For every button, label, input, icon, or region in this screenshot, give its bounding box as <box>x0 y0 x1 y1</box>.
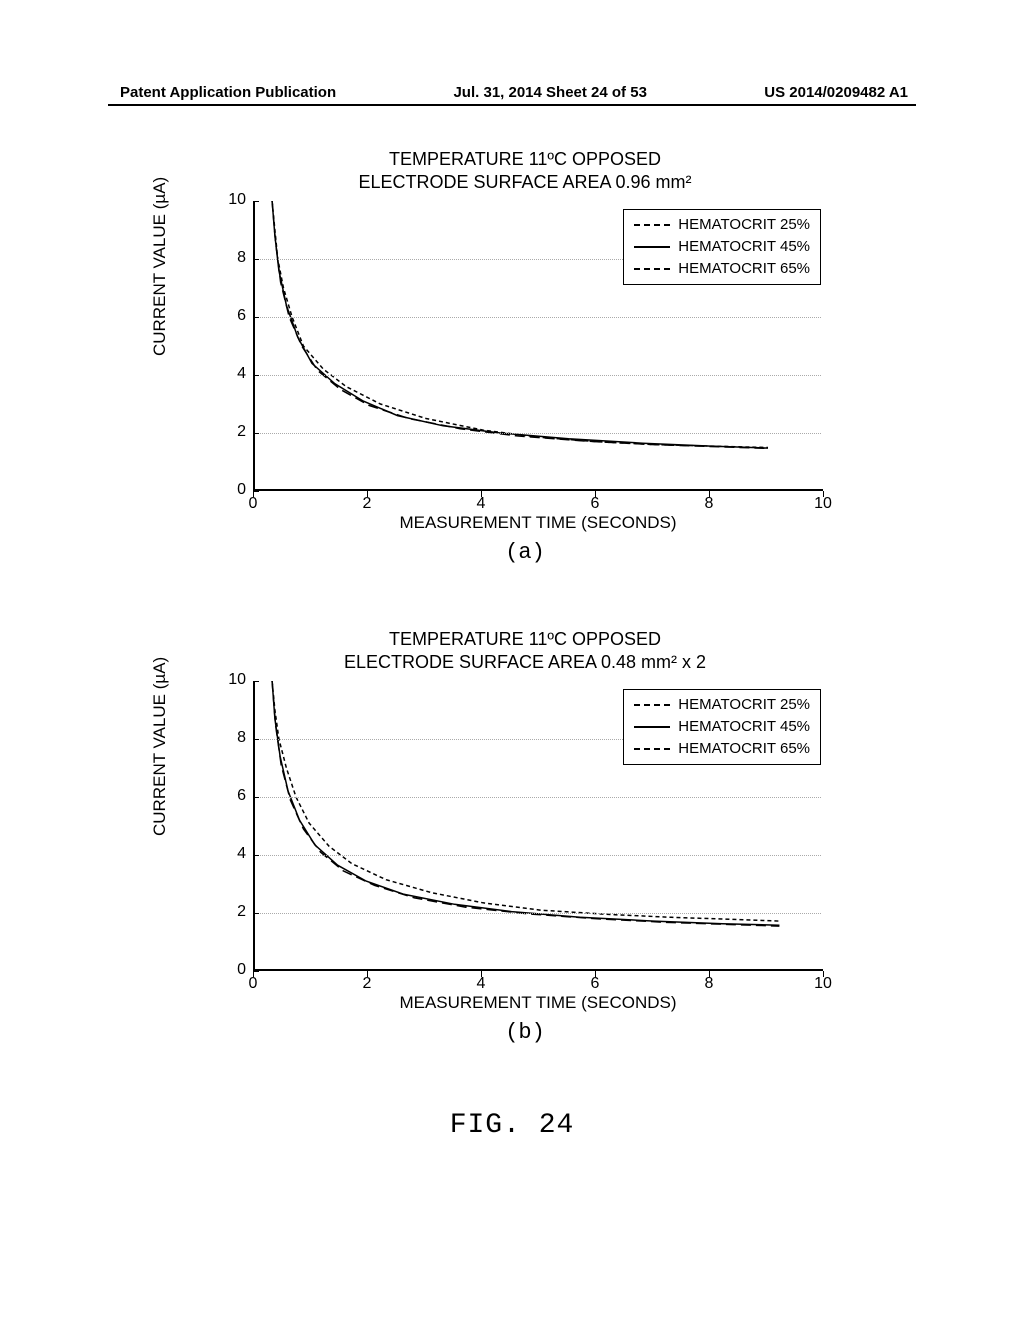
chart-title: TEMPERATURE 11ºC OPPOSEDELECTRODE SURFAC… <box>175 148 875 195</box>
chart-b: TEMPERATURE 11ºC OPPOSEDELECTRODE SURFAC… <box>175 628 875 1021</box>
gridline <box>255 433 821 434</box>
x-tick-mark <box>595 971 596 977</box>
x-tick-label: 4 <box>477 975 486 993</box>
x-tick-label: 8 <box>705 495 714 513</box>
x-tick-mark <box>481 971 482 977</box>
figure-label: FIG. 24 <box>0 1110 1024 1141</box>
y-tick-mark <box>253 855 259 856</box>
x-tick-label: 2 <box>363 975 372 993</box>
x-tick-label: 6 <box>591 975 600 993</box>
x-tick-label: 0 <box>249 975 258 993</box>
header-rule <box>108 104 916 106</box>
x-tick-label: 6 <box>591 495 600 513</box>
chart-title-line2: ELECTRODE SURFACE AREA 0.48 mm² x 2 <box>175 651 875 674</box>
legend-row: HEMATOCRIT 65% <box>634 258 810 280</box>
legend-line-sample <box>634 726 670 728</box>
legend: HEMATOCRIT 25% HEMATOCRIT 45% HEMATOCRIT 6… <box>623 689 821 765</box>
gridline <box>255 317 821 318</box>
legend-line-sample <box>634 748 670 750</box>
x-tick-label: 10 <box>814 975 832 993</box>
chart-box: CURRENT VALUE (µA)MEASUREMENT TIME (SECO… <box>175 681 875 1021</box>
x-tick-mark <box>595 491 596 497</box>
chart-title: TEMPERATURE 11ºC OPPOSEDELECTRODE SURFAC… <box>175 628 875 675</box>
y-axis-label: CURRENT VALUE (µA) <box>150 657 170 836</box>
x-tick-mark <box>367 491 368 497</box>
chart-title-line1: TEMPERATURE 11ºC OPPOSED <box>175 628 875 651</box>
legend-label: HEMATOCRIT 45% <box>678 718 810 735</box>
x-tick-mark <box>481 491 482 497</box>
x-tick-mark <box>253 491 254 497</box>
legend-label: HEMATOCRIT 25% <box>678 696 810 713</box>
chart-title-line1: TEMPERATURE 11ºC OPPOSED <box>175 148 875 171</box>
x-tick-mark <box>823 971 824 977</box>
x-tick-mark <box>367 971 368 977</box>
y-tick-mark <box>253 317 259 318</box>
legend-row: HEMATOCRIT 45% <box>634 236 810 258</box>
legend: HEMATOCRIT 25% HEMATOCRIT 45% HEMATOCRIT 6… <box>623 209 821 285</box>
gridline <box>255 913 821 914</box>
chart-box: CURRENT VALUE (µA)MEASUREMENT TIME (SECO… <box>175 201 875 541</box>
x-tick-label: 0 <box>249 495 258 513</box>
y-tick-mark <box>253 739 259 740</box>
page-header: Patent Application Publication Jul. 31, … <box>0 84 1024 101</box>
y-axis-label: CURRENT VALUE (µA) <box>150 177 170 356</box>
chart-title-line2: ELECTRODE SURFACE AREA 0.96 mm² <box>175 171 875 194</box>
legend-label: HEMATOCRIT 45% <box>678 238 810 255</box>
legend-label: HEMATOCRIT 65% <box>678 260 810 277</box>
y-tick-mark <box>253 201 259 202</box>
legend-line-sample <box>634 246 670 248</box>
gridline <box>255 855 821 856</box>
legend-row: HEMATOCRIT 25% <box>634 214 810 236</box>
y-tick-label: 10 <box>221 671 246 689</box>
x-axis-label: MEASUREMENT TIME (SECONDS) <box>253 513 823 533</box>
header-center: Jul. 31, 2014 Sheet 24 of 53 <box>453 84 646 101</box>
x-tick-label: 8 <box>705 975 714 993</box>
sub-label: (b) <box>175 1020 875 1045</box>
y-tick-mark <box>253 433 259 434</box>
gridline <box>255 375 821 376</box>
y-tick-label: 2 <box>221 423 246 441</box>
y-tick-label: 0 <box>221 481 246 499</box>
legend-label: HEMATOCRIT 65% <box>678 740 810 757</box>
header-right: US 2014/0209482 A1 <box>764 84 908 101</box>
legend-row: HEMATOCRIT 45% <box>634 716 810 738</box>
legend-line-sample <box>634 224 670 226</box>
legend-line-sample <box>634 268 670 270</box>
legend-line-sample <box>634 704 670 706</box>
legend-label: HEMATOCRIT 25% <box>678 216 810 233</box>
y-tick-label: 6 <box>221 307 246 325</box>
legend-row: HEMATOCRIT 65% <box>634 738 810 760</box>
y-tick-label: 4 <box>221 845 246 863</box>
y-tick-mark <box>253 797 259 798</box>
sub-label: (a) <box>175 540 875 565</box>
y-tick-label: 2 <box>221 903 246 921</box>
gridline <box>255 797 821 798</box>
x-tick-mark <box>823 491 824 497</box>
chart-a: TEMPERATURE 11ºC OPPOSEDELECTRODE SURFAC… <box>175 148 875 541</box>
x-tick-label: 2 <box>363 495 372 513</box>
x-tick-mark <box>253 971 254 977</box>
x-tick-mark <box>709 971 710 977</box>
x-tick-label: 10 <box>814 495 832 513</box>
y-tick-mark <box>253 259 259 260</box>
y-tick-label: 6 <box>221 787 246 805</box>
y-tick-label: 10 <box>221 191 246 209</box>
y-tick-mark <box>253 913 259 914</box>
y-tick-label: 8 <box>221 729 246 747</box>
legend-row: HEMATOCRIT 25% <box>634 694 810 716</box>
header-left: Patent Application Publication <box>120 84 336 101</box>
x-axis-label: MEASUREMENT TIME (SECONDS) <box>253 993 823 1013</box>
y-tick-mark <box>253 681 259 682</box>
y-tick-label: 0 <box>221 961 246 979</box>
x-tick-label: 4 <box>477 495 486 513</box>
y-tick-label: 8 <box>221 249 246 267</box>
y-tick-mark <box>253 375 259 376</box>
x-tick-mark <box>709 491 710 497</box>
y-tick-label: 4 <box>221 365 246 383</box>
